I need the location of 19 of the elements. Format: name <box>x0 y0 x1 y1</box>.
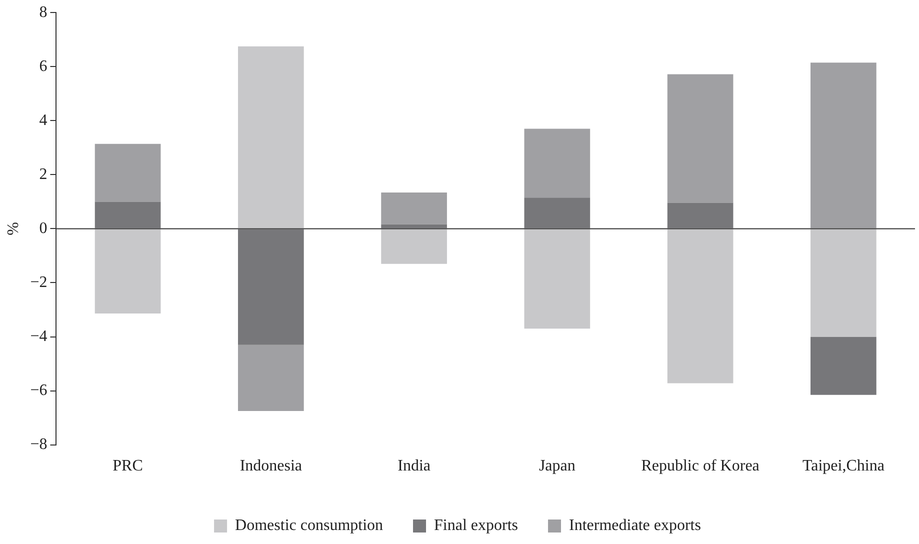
y-tick-label: −6 <box>30 382 48 399</box>
y-tick-label: −8 <box>30 436 48 454</box>
y-tick-label: 2 <box>39 166 48 183</box>
y-tick-label: 0 <box>39 220 48 237</box>
x-tick-label: Republic of Korea <box>641 458 760 475</box>
x-tick-label: Taipei,China <box>802 458 884 475</box>
x-tick-label: PRC <box>112 458 143 475</box>
y-tick-label: 8 <box>39 4 48 21</box>
y-tick-label: 6 <box>39 58 48 75</box>
legend-label: Intermediate exports <box>569 517 701 534</box>
y-tick-label: −2 <box>30 274 48 291</box>
x-tick-label: Japan <box>538 458 576 475</box>
y-tick-label: 4 <box>39 112 48 129</box>
y-tick-label: −4 <box>30 328 48 345</box>
y-axis-title: % <box>4 222 22 236</box>
legend-label: Final exports <box>434 517 518 534</box>
x-tick-label: Indonesia <box>240 458 302 475</box>
legend-label: Domestic consumption <box>235 517 384 534</box>
x-tick-label: India <box>398 458 430 475</box>
